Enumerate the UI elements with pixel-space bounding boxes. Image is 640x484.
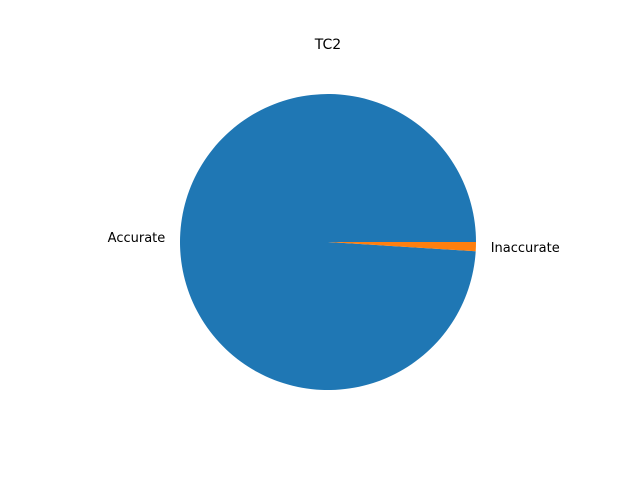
pie-label-inaccurate: Inaccurate (491, 241, 560, 256)
pie-slice-accurate (180, 94, 477, 391)
pie-label-accurate: Accurate (108, 231, 166, 246)
pie-slice-inaccurate (328, 242, 476, 252)
chart-title: TC2 (314, 37, 341, 53)
pie-labels: Accurate Inaccurate (108, 231, 560, 256)
pie-slices (180, 94, 477, 391)
